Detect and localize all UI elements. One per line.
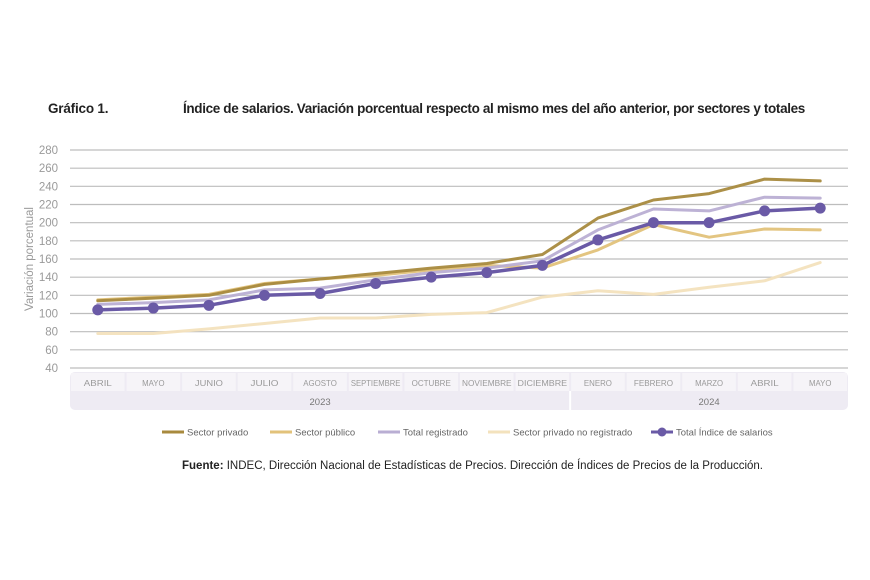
legend-marker (657, 427, 667, 437)
year-label: 2023 (310, 397, 331, 408)
x-tick-label: MARZO (695, 378, 723, 388)
month-cell (737, 373, 792, 391)
month-cell (293, 373, 347, 391)
legend-label: Total Índice de salarios (676, 428, 773, 439)
series-line-1 (96, 223, 822, 302)
month-cell (793, 373, 847, 391)
data-point (536, 259, 548, 271)
y-tick-labels: 40 60 80 100 120 140 160 180 200 220 240 260 280 (39, 145, 58, 375)
month-cell (682, 373, 736, 391)
legend-label: Sector privado (187, 428, 248, 439)
data-point (481, 267, 493, 279)
x-tick-label: DICIEMBRE (518, 378, 568, 388)
x-tick-label: MAYO (142, 378, 165, 388)
legend-label: Sector público (295, 428, 355, 439)
y-axis-label: Variación porcentual (24, 207, 36, 311)
data-point (814, 202, 826, 214)
chart-title-row: Gráfico 1. Índice de salarios. Variación… (48, 101, 848, 121)
data-point (759, 205, 771, 217)
source-label: Fuente: (182, 460, 224, 472)
y-tick-label: 120 (39, 290, 58, 302)
data-point (259, 289, 270, 301)
x-tick-label: NOVIEMBRE (462, 378, 512, 388)
legend: Sector privado Sector público Total regist… (162, 427, 773, 439)
series-line-0 (96, 177, 822, 303)
data-point (648, 217, 659, 229)
y-tick-label: 260 (39, 163, 58, 175)
source-note: Fuente: INDEC, Dirección Nacional de Est… (182, 460, 763, 472)
x-tick-label: SEPTIEMBRE (351, 378, 401, 388)
month-cell (571, 373, 625, 391)
y-tick-label: 220 (39, 200, 58, 212)
month-cell (126, 373, 181, 391)
month-cell (460, 373, 514, 391)
chart-title: Índice de salarios. Variación porcentual… (183, 101, 805, 116)
x-tick-label: JULIO (251, 378, 279, 388)
source-text: INDEC, Dirección Nacional de Estadística… (223, 460, 764, 472)
x-tick-label: OCTUBRE (412, 378, 452, 388)
gridlines (70, 149, 848, 369)
series-line-3 (96, 261, 822, 335)
data-point (147, 302, 159, 314)
figure-label: Gráfico 1. (48, 101, 109, 116)
data-point (370, 278, 382, 290)
x-tick-label: JUNIO (195, 378, 223, 388)
data-point (203, 299, 215, 311)
month-cell (515, 373, 570, 391)
y-tick-label: 80 (45, 327, 58, 339)
x-tick-label: ABRIL (751, 378, 779, 388)
y-tick-label: 180 (39, 236, 58, 248)
month-cell (348, 373, 403, 391)
data-point (425, 271, 437, 283)
data-point (592, 234, 604, 246)
x-tick-label: ENERO (584, 378, 612, 388)
legend-label: Total registrado (403, 428, 468, 439)
x-tick-label: ABRIL (84, 378, 112, 388)
month-cell (182, 373, 236, 391)
series-lines (92, 177, 826, 335)
month-cell (71, 373, 125, 391)
x-tick-label: AGOSTO (303, 378, 337, 388)
legend-label: Sector privado no registrado (513, 428, 632, 439)
data-point (703, 217, 715, 229)
y-tick-label: 160 (39, 254, 58, 266)
x-tick-label: MAYO (809, 378, 832, 388)
x-axis-band: ABRIL MAYO JUNIO JULIO AGOSTO SEPTIEMBRE OCTUB… (70, 372, 848, 410)
y-tick-label: 100 (39, 309, 58, 321)
y-tick-label: 240 (39, 181, 58, 193)
y-tick-label: 200 (39, 218, 58, 230)
data-point (314, 288, 326, 300)
series-line-2 (96, 195, 822, 306)
y-tick-label: 140 (39, 272, 58, 284)
month-cell (626, 373, 681, 391)
month-cell (404, 373, 458, 391)
y-tick-label: 60 (45, 345, 58, 357)
y-tick-label: 280 (39, 145, 58, 157)
x-tick-label: FEBRERO (634, 378, 674, 388)
series-line-4 (96, 206, 822, 312)
month-cell (237, 373, 292, 391)
year-label: 2024 (699, 397, 720, 408)
data-point (92, 304, 104, 316)
y-tick-label: 40 (45, 363, 58, 375)
